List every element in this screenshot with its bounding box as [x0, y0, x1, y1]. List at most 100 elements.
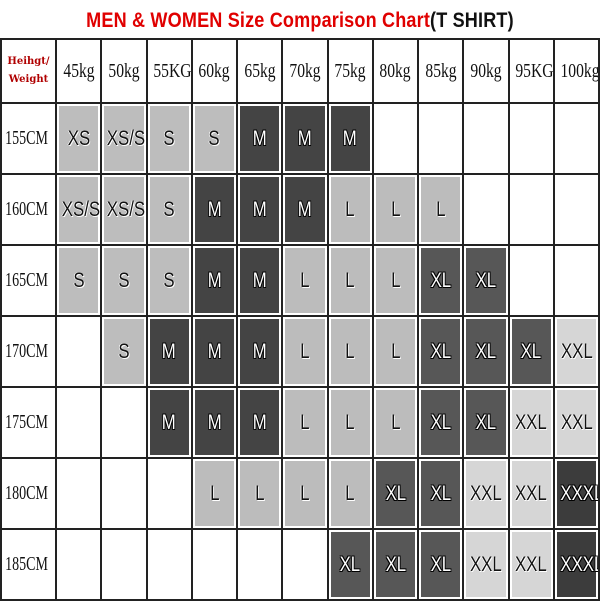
size-cell [507, 173, 555, 246]
height-label: 160CM [5, 198, 48, 220]
weight-header: 50kg [100, 38, 148, 104]
weight-label: 90kg [470, 59, 502, 82]
size-cell: L [371, 244, 420, 317]
size-cell: L [326, 386, 374, 459]
size-cell: S [54, 244, 103, 317]
size-cell: M [326, 102, 374, 175]
size-label: XL [520, 339, 542, 363]
size-label: XS/S [61, 197, 101, 221]
size-cell: L [281, 244, 329, 317]
size-label: L [390, 197, 401, 221]
size-label: XXL [515, 552, 547, 576]
size-cell [54, 315, 103, 388]
size-label: XXL [469, 481, 502, 505]
size-label: L [390, 339, 401, 363]
size-cell: M [190, 173, 239, 246]
corner-header: Heihgt/Weight [0, 38, 57, 104]
size-cell: S [190, 102, 239, 175]
size-label: M [297, 126, 312, 150]
size-label: M [207, 339, 222, 363]
size-cell: XS/S [100, 173, 148, 246]
header-row: Heihgt/Weight 45kg 50kg 55KG 60kg 65kg 70kg 75k… [0, 38, 600, 104]
size-cell [54, 457, 103, 530]
weight-label: 65kg [244, 59, 276, 82]
size-cell [100, 386, 148, 459]
size-cell [462, 102, 510, 175]
size-label: XS [67, 126, 90, 150]
size-label: XXL [469, 552, 502, 576]
weight-header: 100kg [552, 38, 600, 104]
size-cell: XXL [552, 386, 600, 459]
size-cell: XXL [507, 457, 555, 530]
size-label: M [252, 126, 267, 150]
size-cell: XL [371, 457, 420, 530]
size-cell [507, 102, 555, 175]
size-cell: L [281, 315, 329, 388]
corner-label-line: Heihgt/ [7, 56, 50, 67]
size-label: L [345, 481, 355, 505]
size-cell [235, 528, 284, 601]
size-cell: L [326, 173, 374, 246]
size-label: L [345, 268, 355, 292]
size-label: XXL [560, 410, 593, 434]
size-label: XXXL [560, 552, 599, 576]
height-label: 175CM [5, 411, 48, 433]
size-cell: M [235, 244, 284, 317]
size-cell: XXL [552, 315, 600, 388]
weight-header: 85kg [416, 38, 465, 104]
size-cell: M [281, 102, 329, 175]
size-cell: XXXL [552, 528, 600, 601]
size-cell: M [281, 173, 329, 246]
height-header: 165CM [0, 244, 57, 317]
size-label: XXL [515, 410, 547, 434]
size-cell: XS/S [100, 102, 148, 175]
size-label: S [163, 197, 175, 221]
size-cell: XL [416, 528, 465, 601]
size-cell: L [416, 173, 465, 246]
size-label: L [209, 481, 220, 505]
size-label: L [345, 339, 355, 363]
weight-header: 90kg [462, 38, 510, 104]
size-cell: L [371, 315, 420, 388]
size-label: M [343, 126, 358, 150]
size-label: L [300, 268, 310, 292]
weight-header: 60kg [190, 38, 239, 104]
size-cell [145, 528, 193, 601]
size-label: L [345, 197, 355, 221]
size-cell: XL [462, 386, 510, 459]
size-cell [190, 528, 239, 601]
weight-label: 75kg [334, 59, 366, 82]
size-cell: L [371, 173, 420, 246]
size-label: M [297, 197, 312, 221]
table-row: 180CM L L L L XL XL XXL XXL XXXL [0, 457, 600, 530]
size-cell: L [281, 386, 329, 459]
size-cell: L [371, 386, 420, 459]
size-label: S [208, 126, 220, 150]
weight-header: 65kg [235, 38, 284, 104]
size-label: XL [339, 552, 361, 576]
height-header: 170CM [0, 315, 57, 388]
size-cell [552, 173, 600, 246]
size-label: M [207, 268, 222, 292]
size-label: M [252, 197, 267, 221]
size-label: XL [430, 268, 451, 292]
size-cell [552, 244, 600, 317]
size-cell: L [326, 315, 374, 388]
size-cell: XL [462, 315, 510, 388]
size-cell: M [190, 315, 239, 388]
weight-header: 80kg [371, 38, 420, 104]
size-cell: L [235, 457, 284, 530]
size-cell: XL [462, 244, 510, 317]
size-cell: S [145, 244, 193, 317]
size-cell: XXL [462, 528, 510, 601]
size-label: XXXL [560, 481, 599, 505]
size-cell: M [145, 315, 193, 388]
weight-label: 50kg [108, 59, 140, 82]
size-cell [507, 244, 555, 317]
weight-label: 85kg [425, 59, 457, 82]
weight-header: 75kg [326, 38, 374, 104]
size-label: XL [475, 410, 497, 434]
size-cell: M [190, 386, 239, 459]
size-cell [371, 102, 420, 175]
size-label: L [300, 410, 310, 434]
